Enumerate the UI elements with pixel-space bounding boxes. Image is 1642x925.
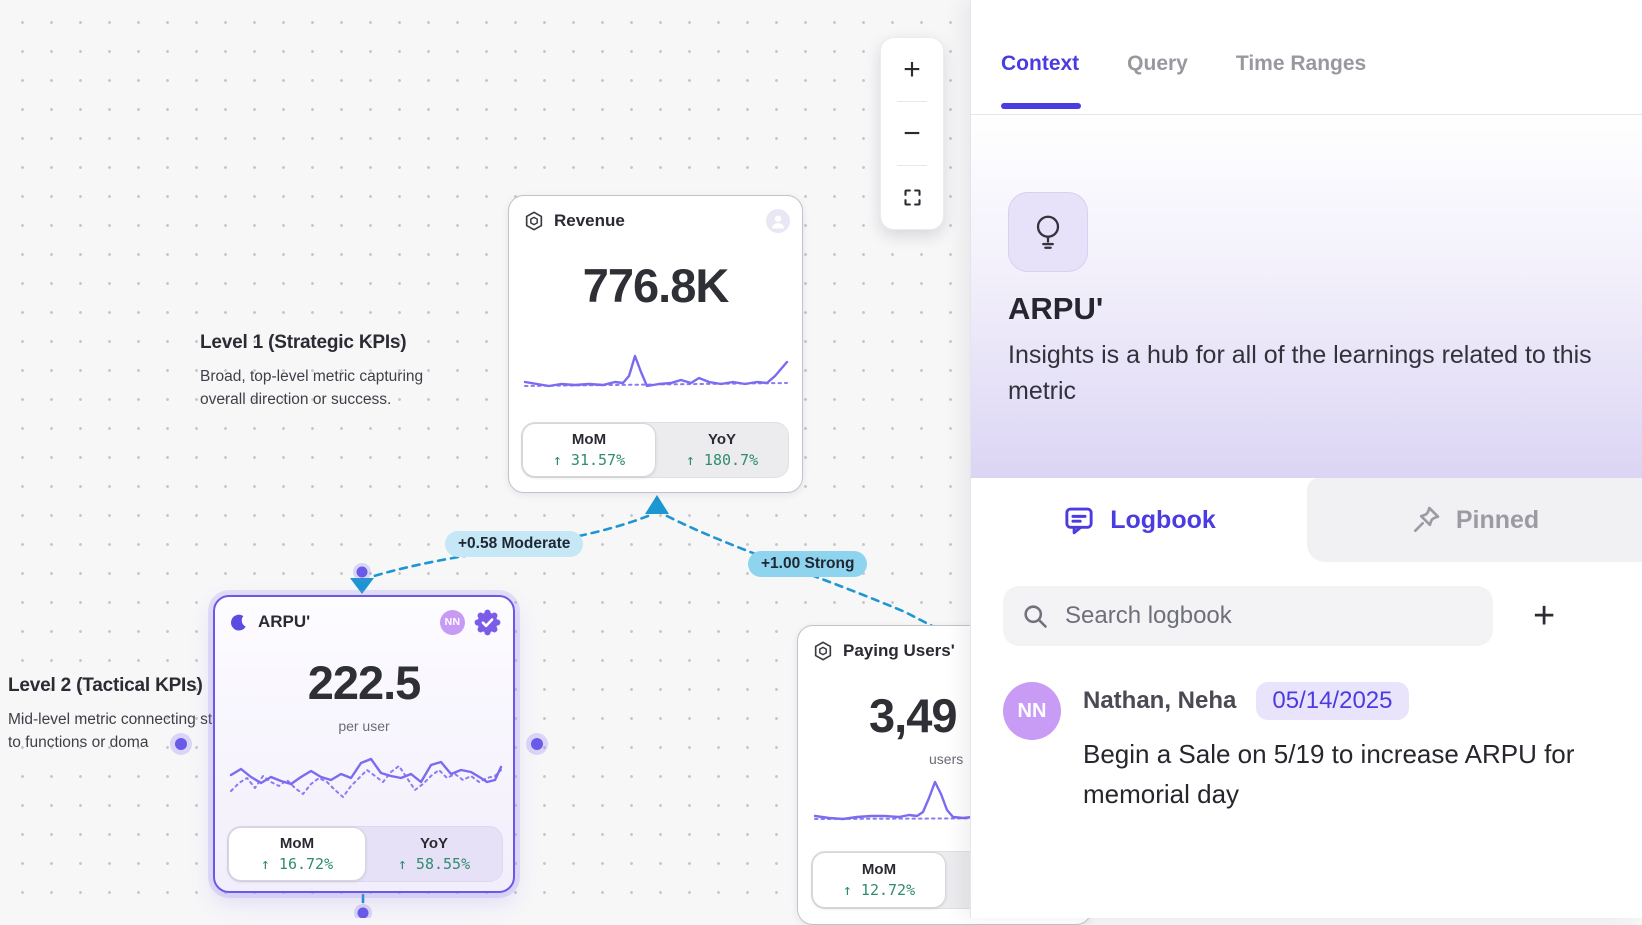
connection-handle-right[interactable]	[531, 738, 543, 750]
panel-metric-description: Insights is a hub for all of the learnin…	[1008, 341, 1592, 405]
search-input[interactable]	[1065, 602, 1445, 630]
entry-text: Begin a Sale on 5/19 to increase ARPU fo…	[1083, 739, 1575, 809]
active-tab-indicator	[1001, 103, 1081, 109]
pinned-label: Pinned	[1455, 505, 1540, 534]
annotation-level-2: Level 2 (Tactical KPIs) Mid-level metric…	[8, 675, 260, 754]
correlation-label-moderate[interactable]: +0.58 Moderate	[445, 531, 584, 557]
pin-icon	[1413, 506, 1440, 532]
logbook-search-box[interactable]	[1003, 586, 1493, 646]
collaborator-badge: NN	[440, 609, 465, 635]
connection-handle-left[interactable]	[175, 738, 187, 750]
yoy-label: YoY	[419, 835, 449, 852]
annotation-level-1: Level 1 (Strategic KPIs) Broad, top-leve…	[200, 332, 450, 411]
toolbar-divider	[897, 165, 927, 166]
logbook-chat-icon	[1065, 507, 1093, 535]
logbook-search-row: +	[971, 562, 1642, 646]
canvas-zoom-toolbar: + −	[880, 37, 944, 230]
mom-value: ↑ 12.72%	[842, 881, 916, 899]
metric-card-revenue[interactable]: Revenue 776.8K MoM ↑ 31.57% YoY ↑ 180.7%	[508, 195, 803, 493]
mom-label: MoM	[861, 861, 897, 878]
add-logbook-entry-button[interactable]: +	[1533, 595, 1556, 637]
arrowhead-up-icon	[645, 495, 669, 514]
yoy-label: YoY	[707, 431, 737, 448]
correlation-label-strong[interactable]: +1.00 Strong	[748, 551, 868, 577]
insight-icon-box	[1008, 192, 1088, 272]
hexagon-metric-icon	[814, 641, 832, 661]
sparkline	[229, 757, 503, 798]
tab-time-ranges[interactable]: Time Ranges	[1235, 52, 1367, 75]
presence-avatar-icon	[766, 209, 790, 233]
metric-value: 776.8K	[582, 259, 730, 312]
logbook-label: Logbook	[1110, 505, 1216, 534]
hexagon-metric-icon	[525, 211, 543, 231]
toolbar-divider	[897, 101, 927, 102]
arrowhead-down-icon	[350, 578, 374, 594]
mom-label: MoM	[571, 431, 607, 448]
sparkline	[523, 354, 789, 388]
metric-value: 222.5	[307, 656, 422, 709]
mom-label: MoM	[279, 835, 315, 852]
entry-date-badge: 05/14/2025	[1256, 682, 1409, 720]
author-avatar: NN	[1003, 682, 1061, 740]
metric-unit: users	[929, 751, 964, 767]
mom-segment[interactable]: MoM ↑ 16.72%	[228, 827, 366, 881]
annotation-description: Broad, top-level metric capturing overal…	[200, 368, 424, 408]
tab-pinned[interactable]: Pinned	[1307, 478, 1642, 562]
card-title: Revenue	[554, 211, 625, 230]
card-title: ARPU'	[258, 612, 311, 631]
mom-segment[interactable]: MoM ↑ 31.57%	[522, 423, 656, 477]
entry-author: Nathan, Neha	[1083, 687, 1237, 714]
annotation-title: Level 1 (Strategic KPIs)	[200, 332, 407, 353]
mom-value: ↑ 31.57%	[552, 451, 626, 469]
zoom-out-button[interactable]: −	[903, 116, 921, 150]
panel-tab-bar: Context Query Time Ranges	[971, 0, 1642, 115]
panel-metric-title: ARPU'	[1008, 291, 1104, 326]
tab-query[interactable]: Query	[1127, 52, 1188, 75]
tab-context[interactable]: Context	[1001, 52, 1080, 75]
yoy-segment[interactable]: YoY ↑ 180.7%	[656, 423, 788, 477]
annotation-description: Mid-level metric connecting strategy to …	[8, 711, 256, 751]
metric-value: 3,49	[869, 689, 957, 742]
fit-view-button[interactable]	[881, 166, 943, 229]
annotation-title: Level 2 (Tactical KPIs)	[8, 675, 203, 696]
detail-panel: Context Query Time Ranges ARPU' Insights…	[970, 0, 1642, 918]
logbook-pinned-tabs: Logbook Pinned	[971, 478, 1642, 562]
yoy-value: ↑ 58.55%	[397, 855, 471, 873]
metric-context-header: ARPU' Insights is a hub for all of the l…	[971, 115, 1642, 478]
search-icon	[1024, 605, 1047, 628]
fullscreen-icon	[903, 189, 921, 206]
metric-unit: per user	[338, 718, 390, 734]
tab-logbook[interactable]: Logbook	[971, 478, 1307, 562]
zoom-in-button[interactable]: +	[903, 52, 921, 86]
verified-badge-icon	[474, 609, 501, 635]
yoy-value: ↑ 180.7%	[685, 451, 759, 469]
lightbulb-icon	[1036, 215, 1060, 249]
mom-segment[interactable]: MoM ↑ 12.72%	[812, 852, 946, 908]
logbook-entry[interactable]: NN Nathan, Neha 05/14/2025 Begin a Sale …	[971, 646, 1642, 814]
crescent-moon-icon	[231, 614, 246, 631]
mom-value: ↑ 16.72%	[260, 855, 334, 873]
metric-card-arpu[interactable]: ARPU' NN 222.5 per user MoM ↑ 16.	[213, 595, 515, 893]
yoy-segment[interactable]: YoY ↑ 58.55%	[366, 827, 502, 881]
card-title: Paying Users'	[843, 641, 955, 660]
